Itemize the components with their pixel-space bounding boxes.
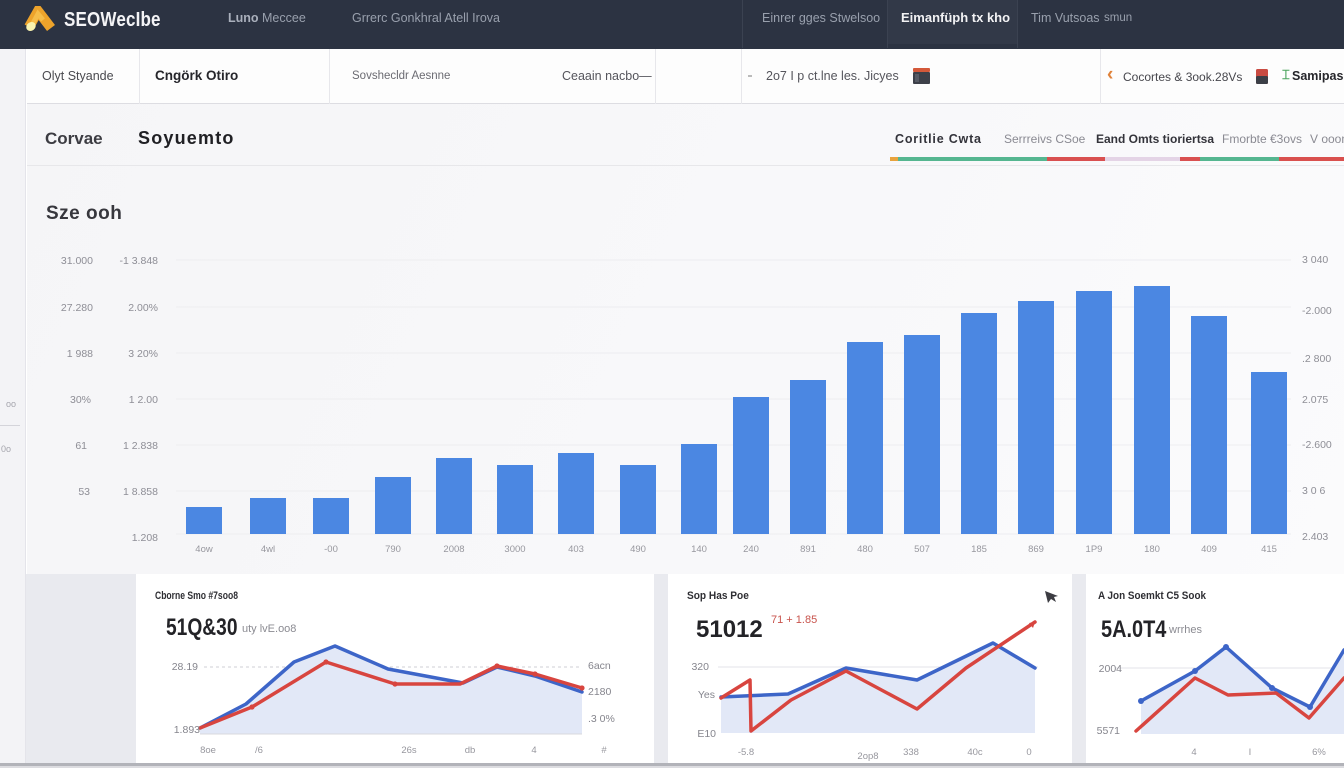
svg-text:26s: 26s [401,745,417,756]
svg-text:490: 490 [630,544,646,555]
svg-text:2op8: 2op8 [857,751,878,762]
svg-text:790: 790 [385,544,401,555]
svg-text:Yes: Yes [698,689,715,701]
svg-text:.2 800: .2 800 [1302,353,1331,365]
svg-text:6%: 6% [1312,747,1326,758]
svg-text:1.208: 1.208 [132,532,158,544]
svg-text:-00: -00 [324,544,338,555]
svg-text:31.000: 31.000 [61,255,93,267]
svg-text:6acn: 6acn [588,660,611,672]
svg-text:2.403: 2.403 [1302,531,1328,543]
svg-text:5571: 5571 [1097,725,1121,737]
svg-text:61: 61 [75,440,87,452]
svg-text:2.00%: 2.00% [128,302,158,314]
svg-text:-1 3.848: -1 3.848 [119,255,158,267]
svg-text:/6: /6 [255,745,263,756]
svg-text:-5.8: -5.8 [738,747,754,758]
svg-text:240: 240 [743,544,759,555]
svg-text:891: 891 [800,544,816,555]
svg-text:480: 480 [857,544,873,555]
svg-text:338: 338 [903,747,919,758]
svg-text:0: 0 [1026,747,1031,758]
svg-text:403: 403 [568,544,584,555]
svg-text:415: 415 [1261,544,1277,555]
svg-text:2.075: 2.075 [1302,394,1328,406]
svg-text:db: db [465,745,476,756]
svg-text:40c: 40c [967,747,983,758]
svg-text:1 988: 1 988 [67,348,93,360]
svg-text:2008: 2008 [443,544,464,555]
svg-text:.3 0%: .3 0% [588,713,615,725]
svg-text:53: 53 [78,486,90,498]
svg-text:#: # [601,745,607,756]
svg-text:4ow: 4ow [195,544,213,555]
svg-text:1.893: 1.893 [174,724,200,736]
svg-text:-2.000: -2.000 [1302,305,1332,317]
svg-text:8oe: 8oe [200,745,216,756]
svg-text:185: 185 [971,544,987,555]
svg-text:320: 320 [691,661,709,673]
svg-text:4: 4 [531,745,536,756]
svg-text:30%: 30% [70,394,91,406]
svg-text:E10: E10 [697,728,716,740]
svg-text:1 8.858: 1 8.858 [123,486,158,498]
svg-text:1 2.00: 1 2.00 [129,394,158,406]
svg-text:27.280: 27.280 [61,302,93,314]
svg-text:I: I [1249,747,1252,758]
svg-text:507: 507 [914,544,930,555]
svg-text:4: 4 [1191,747,1196,758]
svg-text:2180: 2180 [588,686,612,698]
svg-text:180: 180 [1144,544,1160,555]
svg-text:409: 409 [1201,544,1217,555]
svg-text:869: 869 [1028,544,1044,555]
svg-text:1 2.838: 1 2.838 [123,440,158,452]
svg-text:1P9: 1P9 [1086,544,1103,555]
svg-text:3 0 6: 3 0 6 [1302,485,1326,497]
svg-text:140: 140 [691,544,707,555]
svg-text:2004: 2004 [1099,663,1123,675]
svg-text:3 040: 3 040 [1302,254,1328,266]
svg-text:3 20%: 3 20% [128,348,158,360]
svg-text:4wl: 4wl [261,544,275,555]
svg-text:3000: 3000 [504,544,525,555]
svg-text:28.19: 28.19 [172,661,198,673]
svg-text:-2.600: -2.600 [1302,439,1332,451]
